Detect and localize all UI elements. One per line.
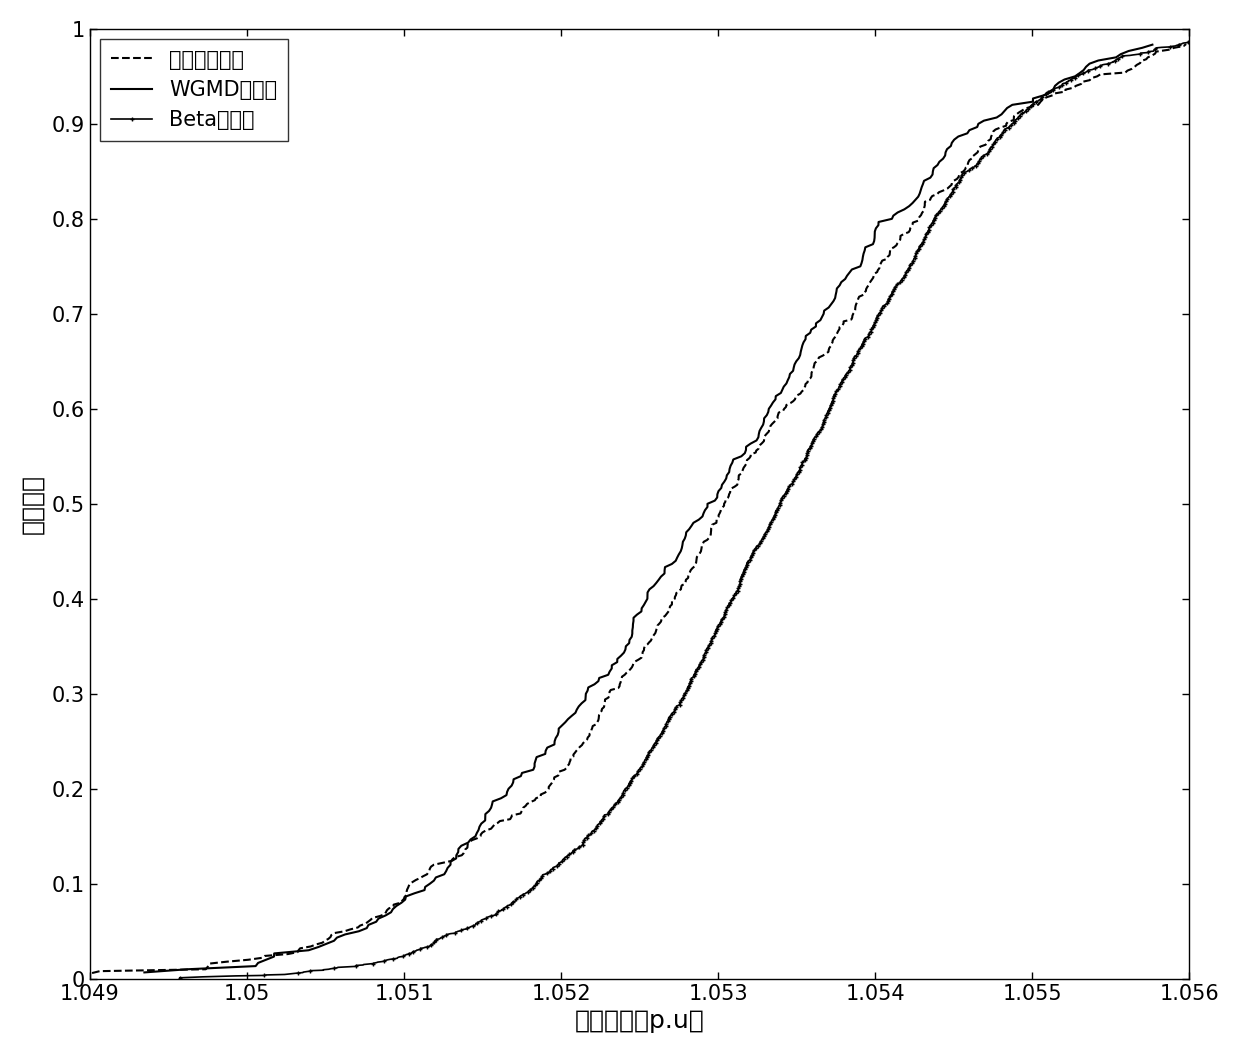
原始数据仿真 [713, 505, 728, 518]
Legend: 原始数据仿真, WGMD建模法, Beta建模法: 原始数据仿真, WGMD建模法, Beta建模法 [100, 39, 288, 141]
WGMD建模法 [914, 181, 929, 194]
原始数据仿真 [755, 436, 770, 449]
WGMD建模法 [1145, 38, 1159, 51]
原始数据仿真 [1179, 38, 1194, 51]
WGMD建模法 [618, 643, 632, 656]
原始数据仿真 [84, 967, 99, 979]
原始数据仿真 [882, 249, 897, 261]
Beta建模法 [820, 408, 835, 421]
Line: Beta建模法: Beta建模法 [177, 40, 1190, 980]
Beta建模法 [999, 122, 1014, 135]
Beta建模法 [1180, 36, 1195, 48]
Line: 原始数据仿真: 原始数据仿真 [92, 44, 1187, 973]
原始数据仿真 [1045, 89, 1060, 101]
WGMD建模法 [136, 967, 151, 979]
Y-axis label: 累积概率: 累积概率 [21, 474, 45, 533]
Line: WGMD建模法: WGMD建模法 [144, 44, 1152, 973]
Beta建模法 [496, 902, 511, 915]
WGMD建模法 [378, 910, 393, 922]
WGMD建模法 [853, 260, 868, 273]
原始数据仿真 [1177, 40, 1192, 53]
Beta建模法 [825, 396, 839, 409]
X-axis label: 电压幅値（p.u）: 电压幅値（p.u） [574, 1009, 704, 1033]
原始数据仿真 [761, 424, 776, 436]
WGMD建模法 [474, 817, 489, 829]
Beta建模法 [621, 779, 636, 792]
WGMD建模法 [587, 678, 601, 690]
Beta建模法 [172, 972, 187, 984]
Beta建模法 [696, 652, 711, 665]
